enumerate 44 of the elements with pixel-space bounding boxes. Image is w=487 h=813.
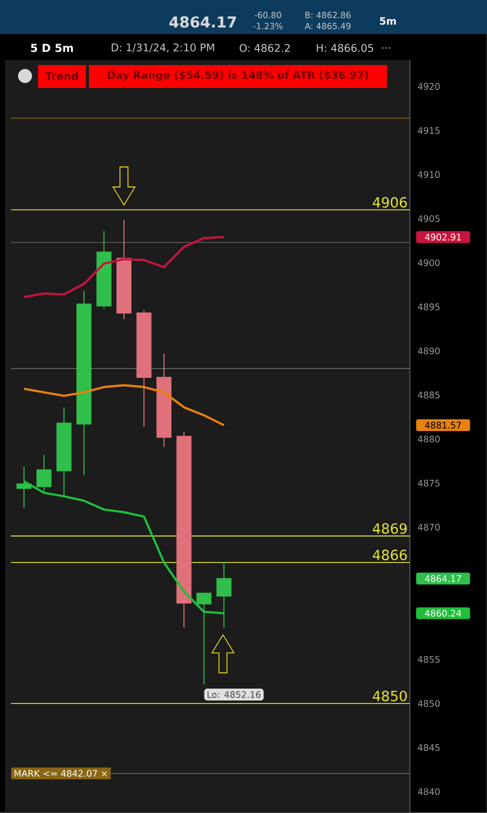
y-tick-label: 4870 — [418, 524, 440, 531]
y-tick-label: 4885 — [418, 392, 440, 398]
text: D: 1/31/24, 2:10 PM — [112, 43, 214, 52]
text: ... — [382, 47, 390, 49]
text: 4864.17 — [424, 575, 461, 582]
y-tick-label: 4880 — [418, 436, 440, 442]
text: B: 4862.86 — [306, 12, 351, 18]
y-tick-label: 4910 — [418, 171, 440, 178]
candlestick — [36, 454, 52, 494]
text: 4864.17 — [170, 16, 236, 28]
text: 4881.57 — [424, 422, 461, 429]
candlestick — [196, 592, 212, 685]
ref-line-label: 4869 — [372, 523, 407, 534]
y-tick-label: 4855 — [418, 656, 440, 663]
text: 5m — [380, 17, 396, 25]
text: 4860.24 — [424, 610, 462, 617]
y-tick-label: 4890 — [418, 347, 440, 354]
y-tick-label: 4850 — [418, 700, 440, 707]
annotation: Day Range ($54.59) is 148% of ATR ($36.97) — [108, 70, 368, 82]
line-series — [22, 236, 226, 298]
text: -1.23% — [253, 22, 283, 30]
candlestick — [16, 466, 32, 508]
y-tick-label: 4920 — [418, 83, 440, 90]
line-series — [22, 480, 226, 614]
text: O: 4862.2 — [240, 44, 290, 52]
ref-line-label: 4906 — [372, 197, 407, 208]
text: A: 4865.49 — [304, 22, 351, 30]
annotation: Lo: 4852.16 — [208, 691, 261, 698]
y-tick-label: 4895 — [418, 303, 440, 310]
text: 4902.91 — [424, 234, 461, 240]
candlestick — [216, 562, 232, 628]
annotation: Trend — [45, 72, 78, 80]
y-tick-label: 4900 — [418, 259, 440, 266]
y-tick-label: 4905 — [418, 215, 440, 222]
y-tick-label: 4845 — [418, 744, 440, 751]
y-tick-label: 4840 — [418, 788, 440, 796]
ref-line-label: 4850 — [372, 690, 407, 702]
text: H: 4866.05 — [316, 44, 374, 52]
text: 5 D 5m — [31, 44, 73, 52]
y-tick-label: 4915 — [418, 127, 440, 134]
y-tick-label: 4875 — [418, 480, 440, 487]
ref-line-label: 4866 — [372, 550, 407, 560]
ref-line-label: MARK <= 4842.07 × — [14, 770, 107, 777]
text: -60.80 — [254, 12, 282, 18]
